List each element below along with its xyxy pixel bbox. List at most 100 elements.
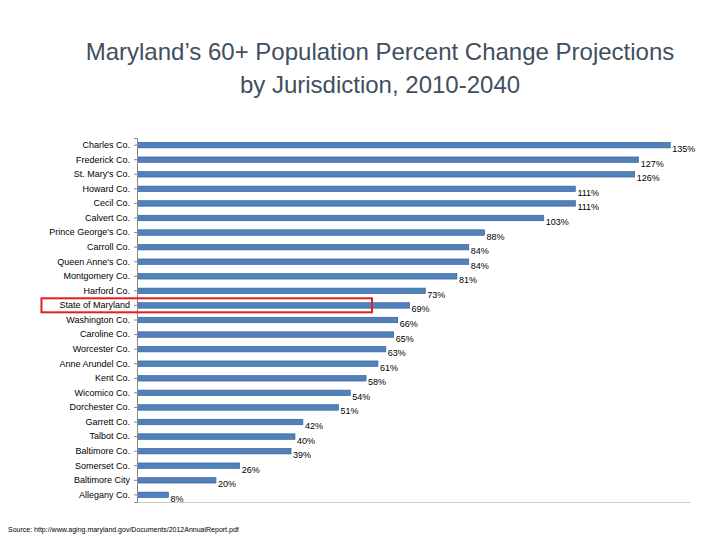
y-tick-mark	[134, 247, 137, 248]
y-tick-label: Calvert Co.	[85, 213, 130, 223]
bar	[137, 259, 469, 265]
y-tick: State of Maryland	[41, 298, 372, 312]
y-tick: Prince George's Co.	[49, 227, 137, 237]
bar	[137, 405, 338, 411]
y-tick: Dorchester Co.	[69, 402, 137, 412]
y-tick-label: Caroline Co.	[80, 329, 130, 339]
y-tick: Talbot Co.	[89, 431, 137, 441]
y-tick-mark	[134, 261, 137, 262]
y-tick: Garrett Co.	[85, 417, 137, 427]
y-tick: Somerset Co.	[75, 461, 137, 471]
y-tick-label: Charles Co.	[82, 140, 130, 150]
source-note: Source: http://www.aging.maryland.gov/Do…	[8, 526, 239, 534]
y-tick-mark	[134, 480, 137, 481]
y-tick: Wicomico Co.	[74, 388, 137, 398]
bar	[137, 142, 670, 148]
bar	[137, 244, 469, 250]
y-tick-label: Queen Anne's Co.	[57, 257, 130, 267]
highlight-box	[41, 298, 372, 312]
y-tick: Calvert Co.	[85, 213, 137, 223]
bar	[137, 274, 457, 280]
y-tick: Harford Co.	[83, 286, 137, 296]
title-line: by Jurisdiction, 2010-2040	[240, 71, 520, 98]
y-tick: Worcester Co.	[73, 344, 137, 354]
y-tick-label: Cecil Co.	[93, 198, 130, 208]
bar	[137, 419, 303, 425]
chart: Maryland’s 60+ Population Percent Change…	[0, 0, 720, 540]
y-tick-label: Baltimore City	[74, 475, 131, 485]
y-tick-label: Allegany Co.	[79, 490, 130, 500]
y-axis: Charles Co. Frederick Co. St. Mary's Co. Ho…	[41, 139, 372, 503]
y-tick: St. Mary's Co.	[74, 169, 137, 179]
y-tick-label: Wicomico Co.	[74, 388, 130, 398]
y-tick-mark	[134, 290, 137, 291]
y-tick-label: Washington Co.	[66, 315, 130, 325]
y-tick-label: Worcester Co.	[73, 344, 130, 354]
y-tick-label: Harford Co.	[83, 286, 130, 296]
bar	[137, 463, 240, 469]
data-labels: 135%127%126%111%111%103%88%84%84%81%73%6…	[171, 144, 696, 504]
y-tick: Washington Co.	[66, 315, 137, 325]
data-label: 65%	[396, 334, 414, 344]
y-tick-label: Garrett Co.	[85, 417, 130, 427]
y-tick: Anne Arundel Co.	[59, 359, 137, 369]
y-tick-label: Somerset Co.	[75, 461, 130, 471]
y-tick-mark	[134, 363, 137, 364]
data-label: 69%	[412, 304, 430, 314]
y-tick: Frederick Co.	[76, 155, 137, 165]
bar	[137, 376, 366, 382]
y-tick-mark	[134, 378, 137, 379]
data-label: 111%	[577, 202, 599, 212]
y-tick: Howard Co.	[82, 184, 137, 194]
y-tick: Caroline Co.	[80, 329, 137, 339]
data-label: 39%	[293, 450, 311, 460]
y-tick-label: Carroll Co.	[87, 242, 130, 252]
y-tick-label: St. Mary's Co.	[74, 169, 130, 179]
y-tick-mark	[134, 217, 137, 218]
y-tick-label: Dorchester Co.	[69, 402, 130, 412]
bar	[137, 492, 169, 498]
y-tick-label: Prince George's Co.	[49, 227, 130, 237]
y-tick-label: Anne Arundel Co.	[59, 359, 130, 369]
y-tick-mark	[134, 159, 137, 160]
bar	[137, 186, 575, 192]
data-label: 63%	[388, 348, 406, 358]
x-axis	[138, 502, 691, 503]
y-tick-mark	[134, 494, 137, 495]
data-label: 103%	[546, 217, 569, 227]
data-label: 88%	[487, 232, 505, 242]
bar	[137, 317, 398, 323]
y-tick-label: Howard Co.	[82, 184, 130, 194]
data-label: 126%	[637, 173, 660, 183]
y-tick: Baltimore Co.	[75, 446, 137, 456]
data-label: 84%	[471, 261, 489, 271]
y-tick: Montgomery Co.	[63, 271, 137, 281]
bar	[137, 201, 575, 207]
data-label: 73%	[427, 290, 445, 300]
bar	[137, 390, 350, 396]
y-tick: Carroll Co.	[87, 242, 137, 252]
y-tick: Allegany Co.	[79, 490, 137, 500]
y-tick: Kent Co.	[95, 373, 137, 383]
title-line: Maryland’s 60+ Population Percent Change…	[86, 38, 675, 65]
y-tick-label: Kent Co.	[95, 373, 130, 383]
bar	[137, 172, 635, 178]
bar	[137, 448, 291, 454]
data-label: 84%	[471, 246, 489, 256]
data-label: 54%	[352, 392, 370, 402]
bar	[137, 361, 378, 367]
bar	[137, 230, 485, 236]
data-label: 58%	[368, 377, 386, 387]
data-label: 61%	[380, 363, 398, 373]
y-tick-mark	[134, 174, 137, 175]
bar	[137, 215, 544, 221]
data-label: 66%	[400, 319, 418, 329]
y-tick-mark	[134, 276, 137, 277]
y-tick-mark	[134, 392, 137, 393]
data-label: 40%	[297, 436, 315, 446]
y-tick-mark	[134, 145, 137, 146]
y-tick-label: Frederick Co.	[76, 155, 130, 165]
y-tick-mark	[134, 320, 137, 321]
bar	[137, 288, 425, 294]
y-tick-mark	[134, 451, 137, 452]
